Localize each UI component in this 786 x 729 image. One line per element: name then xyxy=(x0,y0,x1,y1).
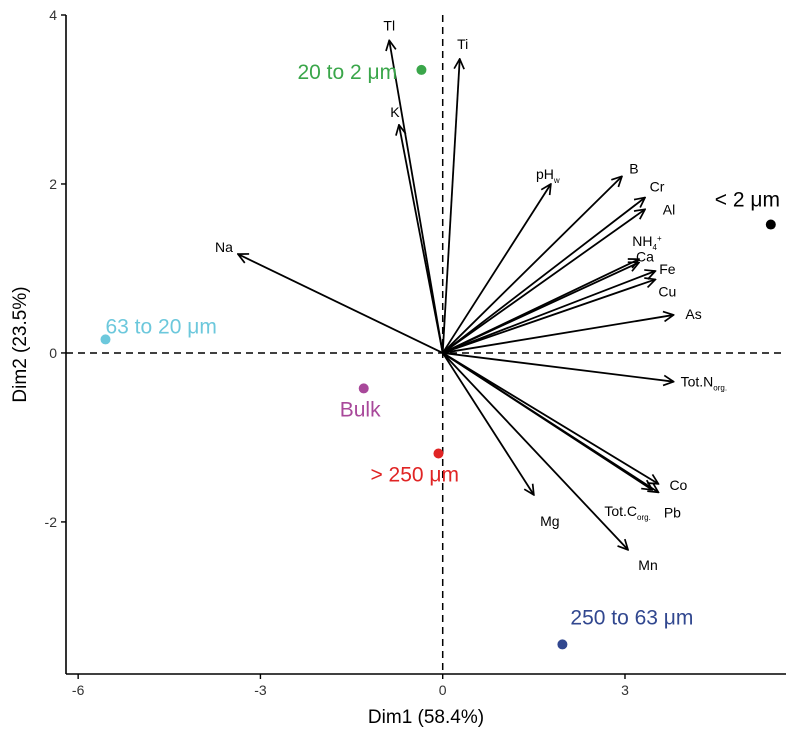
observation-label: 20 to 2 μm xyxy=(297,61,397,84)
loading-arrow-totc xyxy=(442,352,653,490)
loading-arrow-b xyxy=(442,176,622,354)
loading-arrow-as xyxy=(442,315,674,354)
x-tick-label: -3 xyxy=(254,682,267,698)
observation-point xyxy=(557,639,568,650)
y-tick-label: -2 xyxy=(45,514,58,530)
observation-label: > 250 μm xyxy=(370,463,459,486)
x-tick-label: -6 xyxy=(72,682,85,698)
x-tick-label: 0 xyxy=(439,682,447,698)
variable-label: Al xyxy=(663,201,675,217)
loading-arrow-ti xyxy=(441,59,460,354)
variable-label: pHw xyxy=(536,166,560,185)
x-tick-label: 3 xyxy=(621,682,629,698)
observation-label: 63 to 20 μm xyxy=(105,315,216,338)
observation-points: < 2 μm 20 to 2 μm 63 to 20 μm Bulk > 250 μm 2… xyxy=(100,61,780,650)
y-tick-label: 2 xyxy=(49,176,57,192)
variable-label: Cu xyxy=(658,283,676,299)
observation-label: < 2 μm xyxy=(715,189,780,212)
variable-label: NH4+ xyxy=(632,233,662,252)
observation-label: 250 to 63 μm xyxy=(570,606,693,629)
variable-label: Tl xyxy=(383,17,395,33)
variable-label: Tot.Corg. xyxy=(604,503,650,522)
y-tick-label: 0 xyxy=(49,345,57,361)
observation-point xyxy=(358,383,369,394)
variable-label: K xyxy=(390,104,400,120)
x-axis-title: Dim1 (58.4%) xyxy=(368,707,484,728)
loading-arrow-mn xyxy=(442,352,628,550)
variable-label: Tot.Norg. xyxy=(681,374,727,393)
variable-label: Co xyxy=(669,477,687,493)
variable-label: B xyxy=(629,160,638,176)
loading-arrow-totn xyxy=(442,352,674,382)
loading-arrow-cu xyxy=(442,279,656,354)
loading-arrow-co xyxy=(442,352,659,484)
observation-point xyxy=(100,334,111,345)
variable-label: Fe xyxy=(659,261,676,277)
loading-arrow-mg xyxy=(441,352,534,495)
observation-point xyxy=(416,64,427,75)
loading-arrow-al xyxy=(442,209,645,354)
loading-arrow-k xyxy=(399,125,444,354)
variable-label: Ti xyxy=(457,36,468,52)
loading-arrow-cr xyxy=(442,197,645,354)
y-tick-label: 4 xyxy=(49,7,57,23)
variable-label: As xyxy=(685,306,701,322)
loading-arrow-ca xyxy=(442,263,639,354)
observation-label: Bulk xyxy=(340,398,381,421)
loading-arrow-fe xyxy=(442,271,656,354)
variable-label: Pb xyxy=(664,504,681,520)
y-axis-title: Dim2 (23.5%) xyxy=(10,286,31,402)
observation-point xyxy=(765,219,776,230)
axes: -6 -3 0 3 -2 0 2 4 xyxy=(45,7,786,698)
loading-arrow-na xyxy=(238,254,444,354)
loading-arrow-ph xyxy=(441,184,551,354)
variable-label: Na xyxy=(215,239,233,255)
variable-label: Mn xyxy=(638,557,657,573)
observation-point xyxy=(433,448,444,459)
loading-arrow-tl xyxy=(389,40,444,354)
variable-label: Cr xyxy=(650,178,665,194)
variable-label: Mg xyxy=(540,513,559,529)
variable-label: Ca xyxy=(636,249,654,265)
